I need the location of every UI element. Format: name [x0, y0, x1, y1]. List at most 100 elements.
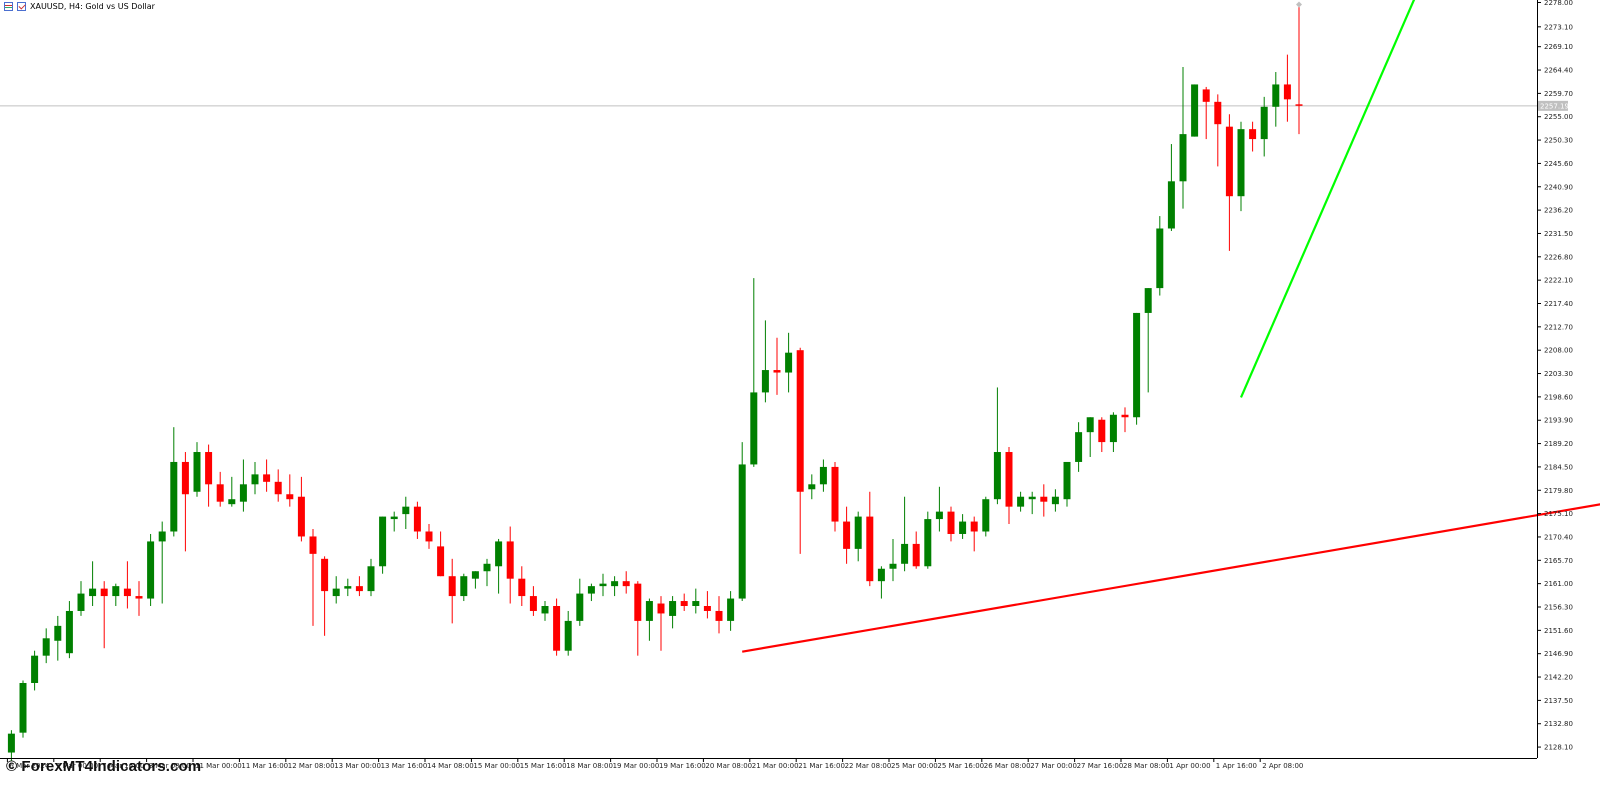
x-tick-label: 25 Mar 00:00 [891, 762, 938, 770]
candle [390, 511, 398, 532]
candle [727, 591, 735, 631]
candle-body [901, 543, 909, 564]
candle-body [831, 466, 839, 522]
candle [1017, 491, 1025, 512]
candle-body [750, 392, 758, 465]
candle-body [390, 516, 398, 520]
candle-body [274, 481, 282, 495]
y-tick-label: 2170.40 [1544, 533, 1573, 541]
candle-body [727, 598, 735, 621]
candle [657, 596, 665, 651]
candle [1202, 86, 1210, 140]
candle [1214, 94, 1222, 167]
candle-body [738, 464, 746, 599]
candle [703, 591, 711, 619]
candle [274, 469, 282, 502]
y-tick-label: 2250.30 [1544, 137, 1573, 145]
candle [54, 615, 62, 661]
y-tick-label: 2193.90 [1544, 417, 1573, 425]
y-tick-label: 2175.10 [1544, 510, 1573, 518]
candle-body [645, 601, 653, 621]
x-tick-label: 13 Mar 00:00 [334, 762, 381, 770]
x-tick-label: 8 Mar 08:00 [149, 762, 191, 770]
candle [576, 578, 584, 626]
x-tick-label: 27 Mar 16:00 [1077, 762, 1124, 770]
candle-body [437, 546, 445, 577]
candle [1028, 491, 1036, 515]
y-tick-label: 2226.80 [1544, 253, 1573, 261]
candle-body [379, 516, 387, 567]
candle-body [321, 558, 329, 592]
candle [831, 461, 839, 532]
candle [866, 491, 874, 587]
one-click-trading-icon[interactable] [17, 2, 26, 11]
candle-body [1249, 129, 1257, 140]
candle [645, 598, 653, 641]
candle [7, 730, 15, 761]
candle-body [993, 452, 1001, 500]
candle-body [1156, 228, 1164, 289]
candle-body [796, 350, 804, 492]
y-tick-label: 2264.40 [1544, 67, 1573, 75]
candle-body [935, 511, 943, 520]
y-tick-label: 2165.70 [1544, 557, 1573, 565]
y-tick-label: 2189.20 [1544, 440, 1573, 448]
x-tick-label: 15 Mar 00:00 [473, 762, 520, 770]
x-tick-label: 15 Mar 16:00 [520, 762, 567, 770]
y-tick-label: 2273.10 [1544, 23, 1573, 31]
candle-body [31, 655, 39, 683]
candle-body [959, 521, 967, 534]
candle [935, 486, 943, 532]
candle [228, 476, 236, 507]
candle-body [7, 733, 15, 753]
candle-body [483, 563, 491, 572]
candle [402, 496, 410, 530]
x-tick-label: 6 Mar 2024 [9, 762, 49, 770]
chart-properties-icon[interactable] [4, 2, 13, 11]
candle-body [332, 588, 340, 597]
candle-body [1179, 134, 1187, 182]
candle-body [680, 601, 688, 607]
candle [332, 576, 340, 604]
current-price-label: 2257.19 [1540, 102, 1569, 110]
candle-body [866, 516, 874, 582]
candle [471, 571, 479, 589]
candle-body [170, 461, 178, 532]
x-tick-label: 11 Mar 16:00 [241, 762, 288, 770]
y-tick-label: 2217.40 [1544, 300, 1573, 308]
trendlines-group [742, 0, 1600, 653]
y-tick-label: 2161.00 [1544, 580, 1573, 588]
candle [158, 521, 166, 604]
candle-body [970, 521, 978, 532]
x-tick-label: 25 Mar 16:00 [937, 762, 984, 770]
y-tick-label: 2128.10 [1544, 744, 1573, 752]
candle-body [77, 593, 85, 611]
candle-body [657, 603, 665, 614]
candle-body [541, 606, 549, 614]
candle-body [634, 583, 642, 621]
candle-body [448, 576, 456, 597]
candle-body [1214, 101, 1222, 125]
candle [123, 561, 131, 609]
x-tick-label: 1 Apr 00:00 [1169, 762, 1210, 770]
candle-body [158, 531, 166, 542]
candle-body [587, 586, 595, 594]
candle [1121, 407, 1129, 433]
y-tick-label: 2132.80 [1544, 720, 1573, 728]
candle-body [1098, 419, 1106, 443]
candle-body [1167, 181, 1175, 229]
candle [181, 452, 189, 552]
candle-body [112, 586, 120, 597]
candle [1051, 489, 1059, 512]
candle [506, 526, 514, 604]
candle-body [19, 682, 27, 733]
candle [553, 598, 561, 656]
y-tick-label: 2203.30 [1544, 370, 1573, 378]
candle [1005, 447, 1013, 525]
candle [297, 476, 305, 542]
candle [529, 586, 537, 616]
candle-body [193, 452, 201, 492]
candle-body [135, 596, 143, 599]
candle [355, 576, 363, 597]
